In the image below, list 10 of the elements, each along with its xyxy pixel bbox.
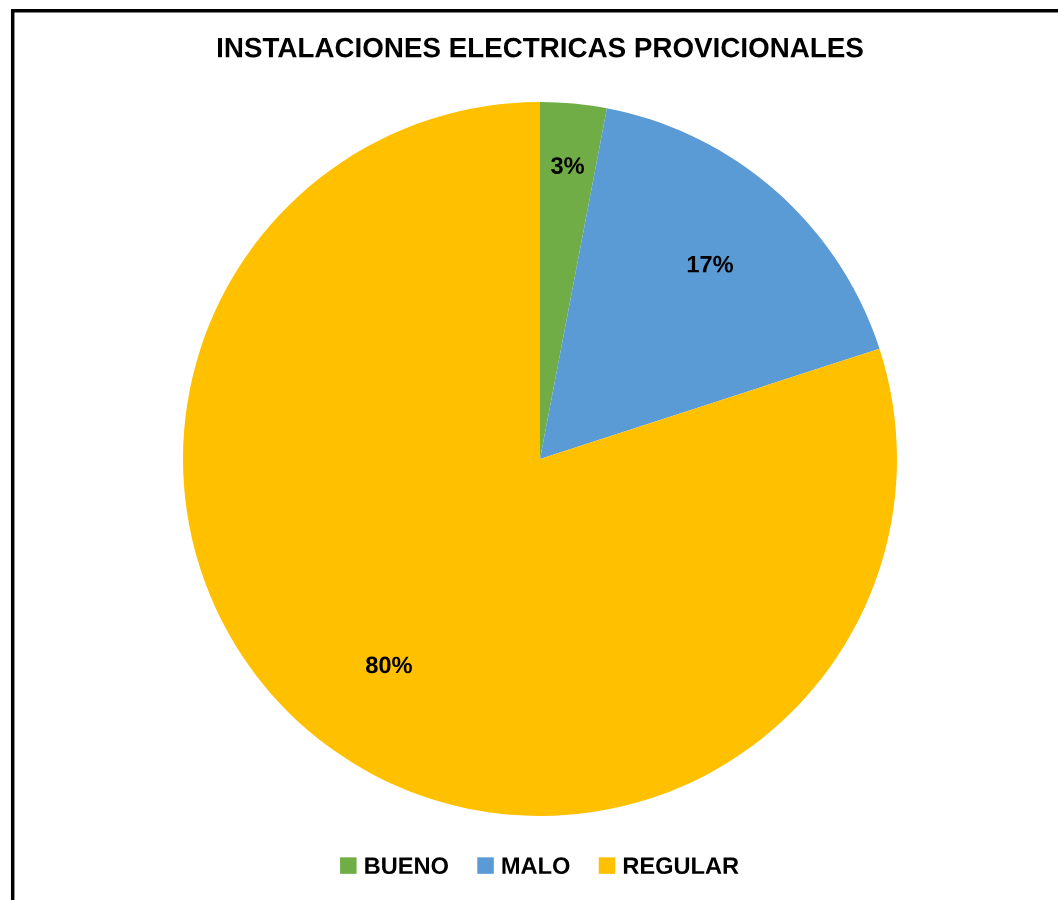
pie-slice xyxy=(183,102,897,816)
pie-slice xyxy=(540,102,607,459)
data-label: 17% xyxy=(687,255,733,273)
legend-label: MALO xyxy=(502,857,570,875)
legend-label: REGULAR xyxy=(623,857,739,875)
data-label: 80% xyxy=(366,656,412,674)
chart-title: INSTALACIONES ELECTRICAS PROVICIONALES xyxy=(218,37,863,58)
legend-label: BUENO xyxy=(365,857,448,875)
data-label: 3% xyxy=(551,157,584,174)
pie-slice xyxy=(540,108,880,459)
